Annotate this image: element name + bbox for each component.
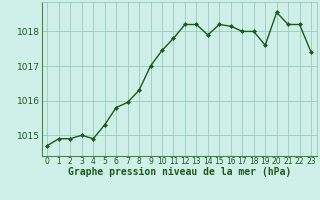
X-axis label: Graphe pression niveau de la mer (hPa): Graphe pression niveau de la mer (hPa) (68, 167, 291, 177)
